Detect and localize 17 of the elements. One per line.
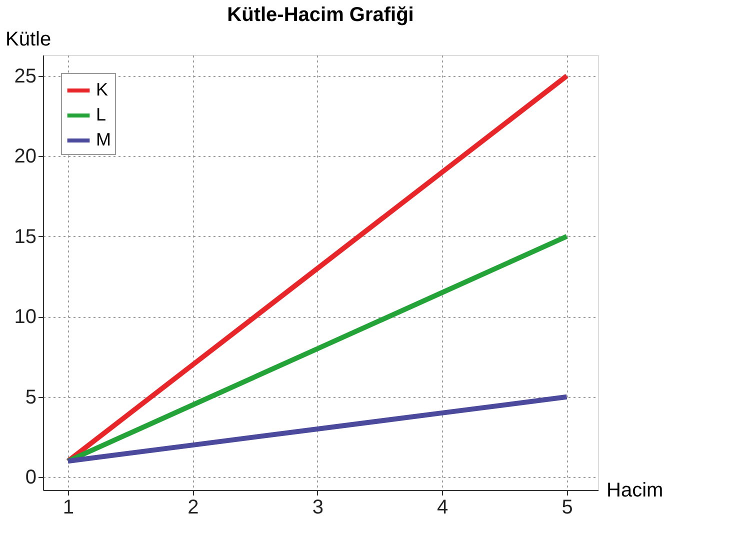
x-tick-label: 4 [437, 496, 448, 518]
x-axis-title: Hacim [606, 480, 664, 502]
y-tick-label: 20 [14, 146, 36, 168]
y-tick-label: 15 [14, 226, 36, 248]
y-tick-label: 5 [25, 386, 36, 408]
x-tick-label: 3 [312, 496, 324, 518]
y-tick-label: 25 [14, 65, 36, 88]
chart-title: Kütle-Hacim Grafiği [227, 4, 414, 26]
y-tick-label: 10 [14, 306, 36, 328]
legend-label: K [96, 80, 108, 100]
legend-label: M [96, 130, 111, 150]
x-tick-label: 1 [62, 496, 74, 518]
y-tick-label: 0 [25, 466, 36, 489]
y-axis-title: Kütle [6, 28, 52, 50]
x-tick-label: 2 [188, 496, 199, 518]
x-tick-label: 5 [562, 496, 573, 518]
legend-label: L [96, 104, 106, 124]
